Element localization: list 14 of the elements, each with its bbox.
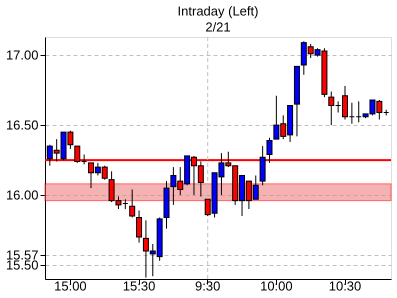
y-tick-label: 17.00 [6, 48, 38, 63]
chart-title: Intraday (Left) [178, 4, 258, 18]
y-tick-label: 16.50 [6, 118, 38, 133]
candlestick [129, 188, 136, 218]
x-tick-label: 10:00 [260, 278, 293, 294]
x-tick-label: 10:30 [328, 278, 362, 294]
candlestick [266, 137, 272, 164]
x-tick-label: 15:30 [122, 278, 156, 294]
candlestick [136, 210, 142, 244]
x-tick-label: 9:30 [195, 278, 220, 294]
y-tick-label: 16.00 [6, 188, 38, 203]
x-tick-label: 15:00 [54, 278, 87, 294]
chart-subtitle: 2/21 [205, 20, 231, 34]
candlestick [260, 146, 266, 186]
